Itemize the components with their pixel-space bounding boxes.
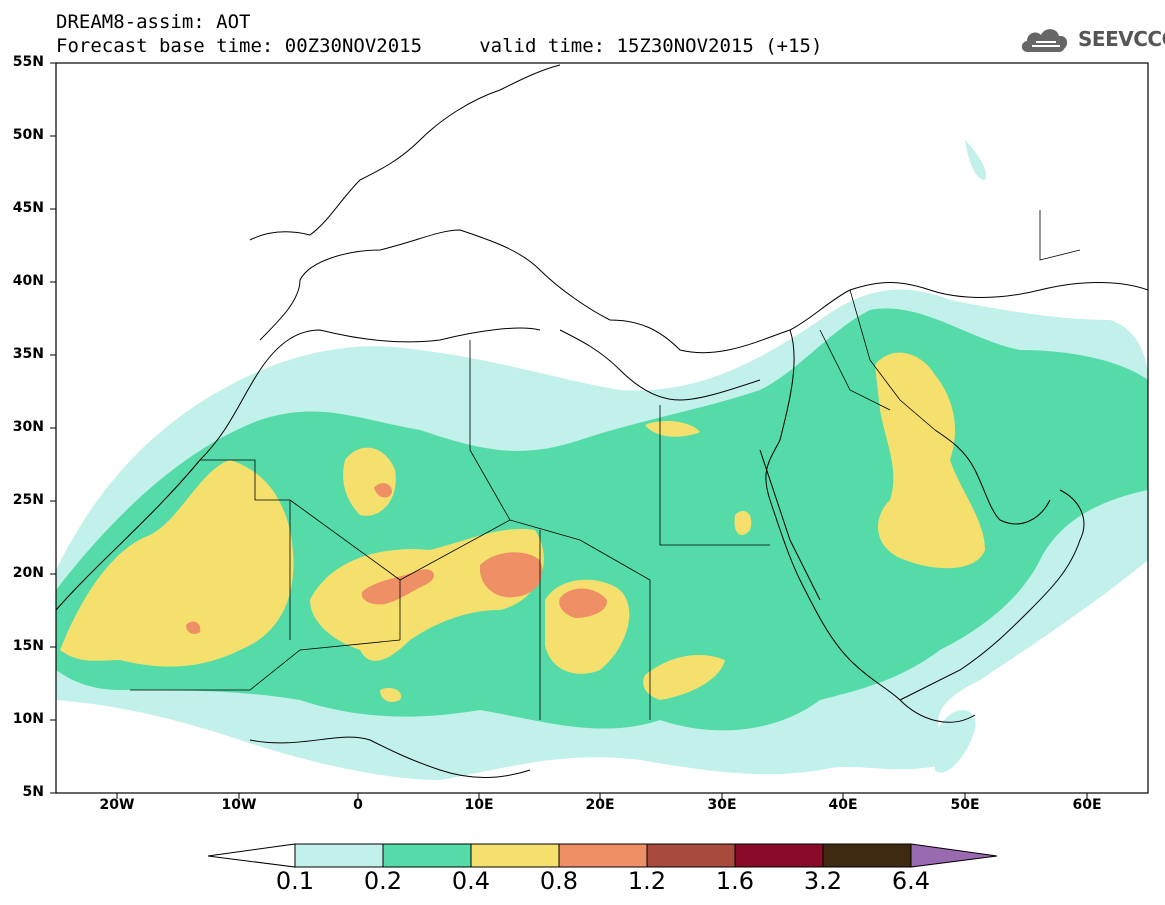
aot-field bbox=[56, 64, 1148, 780]
lon-label: 60E bbox=[1072, 797, 1102, 813]
aot-contour-0.4-algeria bbox=[343, 447, 396, 516]
colorbar-under bbox=[207, 843, 296, 868]
colorbar bbox=[207, 843, 998, 868]
lat-label: 55N bbox=[12, 54, 44, 70]
lon-label: 20E bbox=[585, 797, 615, 813]
lon-label: 10W bbox=[221, 797, 257, 813]
map-title: DREAM8-assim: AOT bbox=[56, 11, 251, 33]
colorbar-label: 0.1 bbox=[275, 867, 315, 895]
aot-contour-0.4-sudan bbox=[643, 655, 725, 700]
lon-label: 30E bbox=[707, 797, 737, 813]
coastlines bbox=[56, 64, 1148, 778]
logo-text: SEEVCCC bbox=[1078, 27, 1165, 51]
lon-label: 50E bbox=[950, 797, 980, 813]
aot-contour-0.4-nigeria bbox=[380, 688, 401, 702]
colorbar-bin-1.6 bbox=[734, 843, 824, 868]
colorbar-bin-0.2 bbox=[382, 843, 472, 868]
aot-contour-0.4-west bbox=[60, 460, 294, 667]
aot-contour-0.4-egypt bbox=[734, 510, 752, 535]
lon-label: 0 bbox=[353, 797, 363, 813]
lon-label: 20W bbox=[99, 797, 135, 813]
aot-contour-0.8-guinea bbox=[186, 621, 201, 634]
aot-contour-0.1-caspian bbox=[965, 140, 986, 180]
axis-ticks bbox=[50, 62, 1088, 799]
lat-label: 10N bbox=[12, 711, 44, 727]
lat-label: 20N bbox=[12, 565, 44, 581]
colorbar-bin-1.2 bbox=[646, 843, 736, 868]
colorbar-bin-0.4 bbox=[470, 843, 560, 868]
colorbar-label: 1.2 bbox=[627, 867, 667, 895]
colorbar-bin-0.1 bbox=[294, 843, 384, 868]
lat-label: 50N bbox=[12, 127, 44, 143]
lat-label: 30N bbox=[12, 419, 44, 435]
aot-contour-0.8-chad bbox=[559, 588, 608, 618]
lat-label: 45N bbox=[12, 200, 44, 216]
colorbar-bin-3.2 bbox=[822, 843, 912, 868]
colorbar-label: 3.2 bbox=[803, 867, 843, 895]
colorbar-label: 0.4 bbox=[451, 867, 491, 895]
aot-contour-0.4-iraq bbox=[875, 352, 985, 569]
map-subtitle: Forecast base time: 00Z30NOV2015 valid t… bbox=[56, 35, 823, 57]
lat-label: 15N bbox=[12, 638, 44, 654]
lon-label: 10E bbox=[464, 797, 494, 813]
aot-contour-0.4-libya bbox=[645, 420, 700, 437]
aot-contour-0.1-somalia bbox=[935, 710, 976, 773]
lat-label: 40N bbox=[12, 273, 44, 289]
colorbar-over bbox=[910, 843, 998, 868]
lon-label: 40E bbox=[828, 797, 858, 813]
colorbar-label: 6.4 bbox=[891, 867, 931, 895]
colorbar-label: 0.2 bbox=[363, 867, 403, 895]
colorbar-bin-0.8 bbox=[558, 843, 648, 868]
aot-contour-0.8-niger bbox=[479, 552, 543, 598]
borders bbox=[130, 210, 1081, 720]
lat-label: 35N bbox=[12, 346, 44, 362]
colorbar-label: 0.8 bbox=[539, 867, 579, 895]
aot-contour-0.8-mali bbox=[361, 569, 435, 605]
lat-label: 5N bbox=[22, 784, 44, 800]
seevccc-logo: SEEVCCC bbox=[1018, 22, 1165, 56]
lat-label: 25N bbox=[12, 492, 44, 508]
cloud-icon bbox=[1021, 29, 1068, 52]
aot-contour-0.8-algeria bbox=[374, 483, 392, 498]
colorbar-label: 1.6 bbox=[715, 867, 755, 895]
